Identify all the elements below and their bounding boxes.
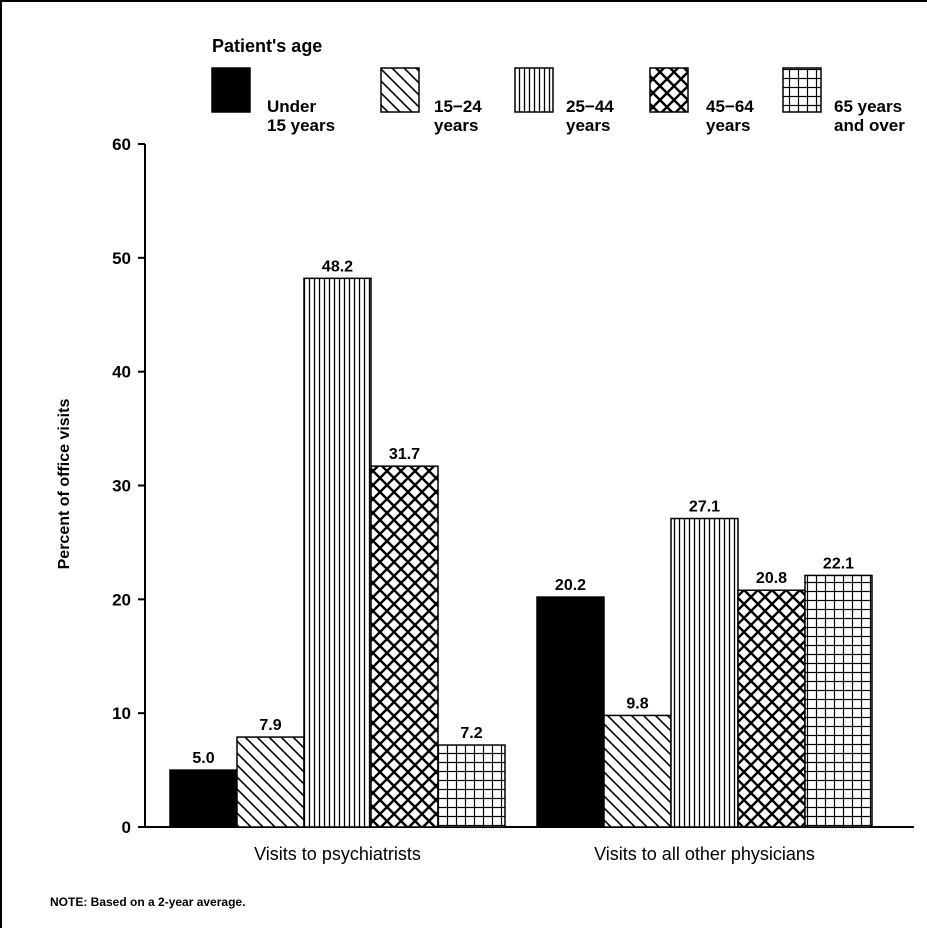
bar-value-label: 31.7	[389, 446, 420, 463]
bar	[169, 769, 238, 828]
bar	[603, 714, 672, 828]
bar-value-label: 5.0	[192, 750, 214, 767]
y-tick-label: 10	[112, 704, 131, 723]
bar	[303, 277, 372, 828]
legend-label: 15−24	[434, 97, 482, 116]
legend-label: 25−44	[566, 97, 614, 116]
bar	[236, 736, 305, 828]
legend-label: 45−64	[706, 97, 754, 116]
bar	[536, 596, 605, 828]
bar	[804, 574, 873, 828]
legend-label: Under	[267, 97, 317, 116]
bar	[437, 744, 506, 828]
legend-label: 65 years	[834, 97, 902, 116]
legend-label: years	[434, 116, 478, 135]
legend-label: years	[566, 116, 610, 135]
bar-value-labels: 5.0 7.9 48.2 31.7 7.2 20.2 9.8 27.1 20.8 22.1	[192, 258, 854, 767]
y-axis-label: Percent of office visits	[56, 399, 73, 570]
legend-label: years	[706, 116, 750, 135]
bar-value-label: 20.2	[555, 577, 586, 594]
bar-value-label: 22.1	[823, 555, 854, 572]
y-tick-label: 60	[112, 135, 131, 154]
y-tick-label: 0	[122, 818, 131, 837]
legend-swatch	[514, 67, 554, 113]
y-tick-label: 30	[112, 477, 131, 496]
legend-label: 15 years	[267, 116, 335, 135]
legend-title: Patient's age	[212, 36, 322, 56]
legend-swatch	[782, 67, 822, 113]
bar-value-label: 7.2	[460, 725, 482, 742]
y-tick-label: 50	[112, 249, 131, 268]
y-tick-label: 20	[112, 590, 131, 609]
bars	[169, 277, 873, 828]
bar	[737, 589, 806, 828]
y-tick-label: 40	[112, 363, 131, 382]
category-labels: Visits to psychiatrists Visits to all oth…	[254, 844, 815, 864]
legend-swatch	[649, 67, 689, 113]
bar-value-label: 48.2	[322, 258, 353, 275]
legend-swatch	[380, 67, 420, 113]
bar-value-label: 7.9	[259, 717, 281, 734]
bar	[670, 517, 739, 828]
bar-value-label: 9.8	[626, 695, 648, 712]
bar-value-label: 20.8	[756, 570, 787, 587]
bar-value-label: 27.1	[689, 499, 720, 516]
bar	[370, 465, 439, 828]
footnote: NOTE: Based on a 2-year average.	[50, 895, 245, 909]
category-label: Visits to psychiatrists	[254, 844, 421, 864]
legend-label: and over	[834, 116, 905, 135]
category-label: Visits to all other physicians	[594, 844, 815, 864]
legend-swatch	[211, 67, 251, 113]
